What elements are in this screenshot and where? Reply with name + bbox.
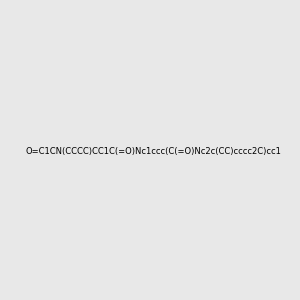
Text: O=C1CN(CCCC)CC1C(=O)Nc1ccc(C(=O)Nc2c(CC)cccc2C)cc1: O=C1CN(CCCC)CC1C(=O)Nc1ccc(C(=O)Nc2c(CC)… bbox=[26, 147, 282, 156]
